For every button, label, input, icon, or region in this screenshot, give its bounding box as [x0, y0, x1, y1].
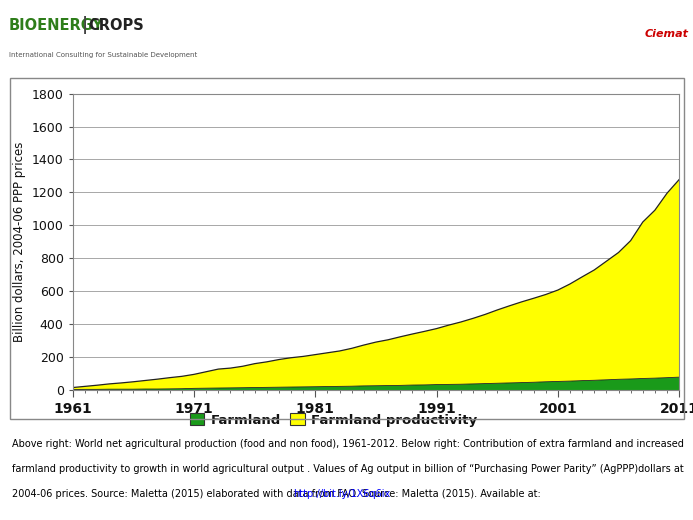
Y-axis label: Billion dollars, 2004-06 PPP prices: Billion dollars, 2004-06 PPP prices: [13, 141, 26, 342]
Text: Ciemat: Ciemat: [644, 29, 688, 39]
Text: International Consulting for Sustainable Development: International Consulting for Sustainable…: [9, 52, 198, 58]
Legend: Farmland, Farmland productivity: Farmland, Farmland productivity: [187, 411, 480, 430]
Text: CROPS: CROPS: [88, 19, 143, 33]
Text: BIOENERGY: BIOENERGY: [9, 19, 104, 33]
Text: |: |: [82, 16, 88, 34]
Text: Above right: World net agricultural production (food and non food), 1961-2012. B: Above right: World net agricultural prod…: [12, 439, 685, 449]
Text: 2004-06 prices. Source: Maletta (2015) elaborated with data from FAO. Source: Ma: 2004-06 prices. Source: Maletta (2015) e…: [12, 489, 544, 499]
Text: http://bit.ly/1X6q6ix: http://bit.ly/1X6q6ix: [293, 489, 390, 499]
Text: farmland productivity to growth in world agricultural output . Values of Ag outp: farmland productivity to growth in world…: [12, 464, 684, 474]
